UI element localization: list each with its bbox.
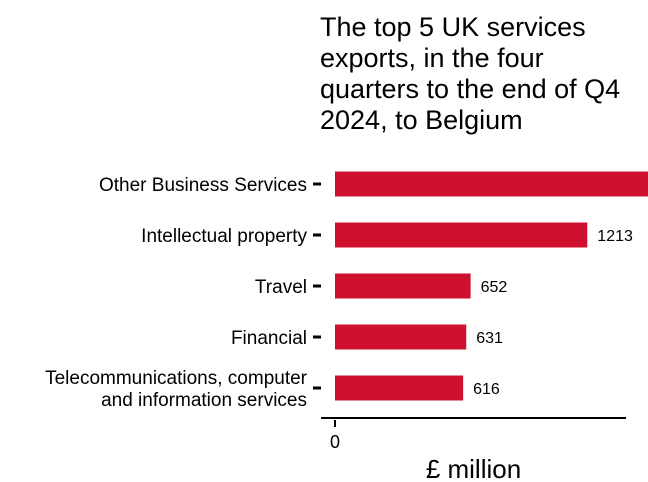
category-label: Travel xyxy=(255,277,307,298)
data-label: 652 xyxy=(481,279,508,296)
bar xyxy=(335,325,466,350)
data-label: 1213 xyxy=(597,228,633,245)
x-axis-title: £ million xyxy=(426,454,521,482)
data-labels: 41261213652631616 xyxy=(473,177,648,398)
y-axis-ticks xyxy=(313,184,321,388)
category-label: Other Business Services xyxy=(99,175,307,196)
category-label: Financial xyxy=(231,328,307,349)
x-tick-label: 0 xyxy=(330,432,340,452)
data-label: 631 xyxy=(476,330,503,347)
bar xyxy=(335,223,587,248)
x-axis-ticks: 020004000 xyxy=(330,420,648,452)
category-label: Telecommunications, computer xyxy=(45,368,308,389)
data-label: 616 xyxy=(473,381,500,398)
category-labels: Other Business Services Intellectual prop… xyxy=(45,175,308,411)
bar xyxy=(335,376,463,401)
category-label: Intellectual property xyxy=(141,226,307,247)
bar xyxy=(335,172,648,197)
bar xyxy=(335,274,471,299)
category-label: and information services xyxy=(101,390,307,411)
